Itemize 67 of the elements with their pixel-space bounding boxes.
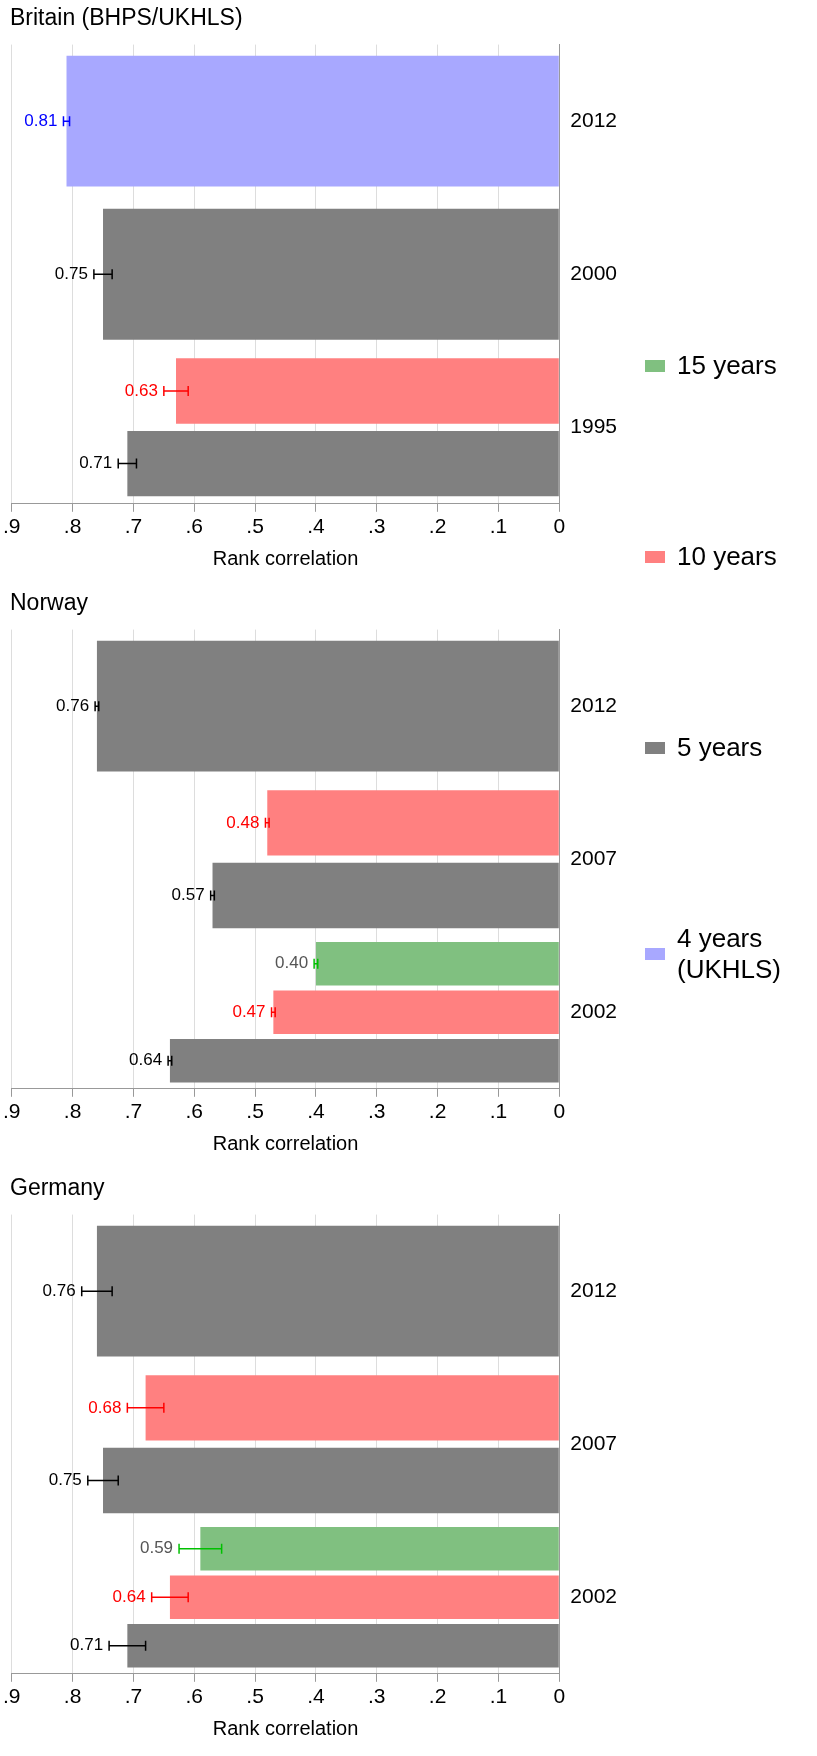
data-label: 0.40 (275, 953, 309, 973)
x-tick-label: .9 (3, 1684, 21, 1708)
data-label: 0.64 (112, 1586, 146, 1606)
legend-label: 15 years (677, 350, 777, 381)
x-tick-label: .5 (246, 1099, 264, 1123)
data-label: 0.68 (88, 1397, 122, 1417)
x-axis-title: Rank correlation (212, 546, 359, 569)
x-tick-label: 0 (553, 514, 566, 538)
x-tick-label: 0 (553, 1684, 566, 1708)
x-axis-title: Rank correlation (212, 1716, 359, 1739)
y-tick-label: 2007 (570, 1431, 617, 1454)
x-tick-label: .8 (63, 1684, 82, 1708)
bar (176, 358, 559, 424)
y-tick-label: 2007 (570, 846, 617, 869)
x-tick-label: .5 (246, 514, 264, 538)
x-axis-title: Rank correlation (212, 1131, 359, 1154)
x-tick-label: .5 (246, 1684, 264, 1708)
data-label: 0.63 (124, 380, 158, 400)
data-label: 0.76 (42, 1280, 76, 1300)
y-tick-label: 2012 (570, 1277, 617, 1301)
x-tick-label: .6 (185, 1684, 204, 1708)
x-tick-label: .6 (185, 1099, 204, 1123)
data-label: 0.81 (24, 110, 58, 130)
bar (66, 55, 559, 187)
x-tick-label: .2 (428, 1684, 447, 1708)
y-tick-label: 2012 (570, 107, 617, 131)
x-tick-label: .1 (489, 1684, 508, 1708)
x-tick-label: .3 (368, 514, 386, 538)
data-label: 0.75 (48, 1470, 82, 1490)
x-tick-label: .1 (489, 1099, 508, 1123)
x-tick-label: .7 (124, 1099, 143, 1123)
y-tick-label: 2000 (570, 261, 617, 284)
y-tick-label: 2012 (570, 692, 617, 716)
legend-label: 4 years (UKHLS) (677, 923, 782, 985)
x-tick-label: .2 (428, 514, 447, 538)
data-label: 0.59 (139, 1538, 174, 1558)
chart-title: Norway (10, 589, 89, 616)
x-tick-label: .3 (368, 1684, 386, 1708)
data-label: 0.71 (70, 1635, 104, 1655)
data-label: 0.71 (79, 453, 113, 473)
data-label: 0.64 (129, 1050, 163, 1070)
x-tick-label: .9 (3, 514, 21, 538)
x-tick-label: .9 (3, 1099, 21, 1123)
y-tick-label: 2002 (570, 999, 617, 1023)
legend-label: 10 years (677, 541, 777, 572)
chart-title: Britain (BHPS/UKHLS) (10, 4, 243, 31)
x-tick-label: .8 (63, 1099, 82, 1123)
x-tick-label: .7 (124, 1684, 143, 1708)
x-tick-label: .4 (307, 1684, 326, 1708)
x-tick-label: .7 (124, 514, 143, 538)
x-tick-label: .6 (185, 514, 204, 538)
data-label: 0.76 (56, 695, 90, 715)
x-tick-label: .4 (307, 1099, 326, 1123)
data-label: 0.48 (226, 812, 260, 832)
chart-title: Germany (10, 1174, 106, 1201)
y-tick-label: 2002 (570, 1584, 617, 1608)
x-tick-label: .3 (368, 1099, 386, 1123)
data-label: 0.57 (171, 885, 205, 905)
x-tick-label: .8 (63, 514, 82, 538)
data-label: 0.47 (232, 1001, 266, 1021)
x-tick-label: .2 (428, 1099, 447, 1123)
x-tick-label: .4 (307, 514, 326, 538)
y-tick-label: 1995 (570, 414, 617, 438)
legend-label: 5 years (677, 732, 763, 763)
x-tick-label: .1 (489, 514, 508, 538)
data-label: 0.75 (54, 263, 88, 283)
x-tick-label: 0 (553, 1099, 566, 1123)
